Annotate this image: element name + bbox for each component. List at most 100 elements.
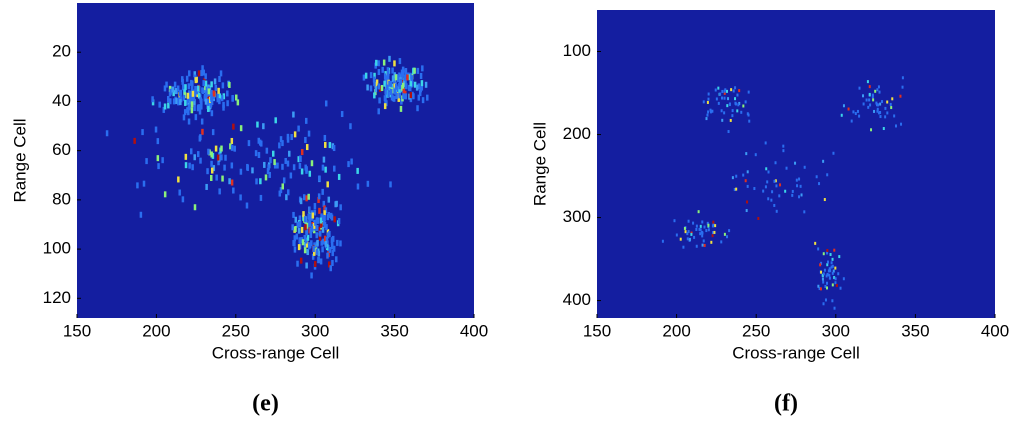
speckle bbox=[695, 227, 698, 231]
speckle bbox=[321, 226, 325, 233]
speckle bbox=[871, 95, 874, 99]
speckle bbox=[293, 131, 297, 138]
speckle bbox=[190, 86, 194, 93]
speckle bbox=[215, 174, 218, 181]
speckle bbox=[233, 145, 236, 152]
speckle bbox=[213, 78, 217, 85]
speckle bbox=[350, 158, 353, 165]
plot: 150 200 250 300 350 400 20 40 60 80 100 120 Cross-ra… bbox=[10, 3, 488, 417]
speckle bbox=[289, 172, 293, 179]
speckle bbox=[819, 287, 822, 291]
speckle bbox=[257, 137, 261, 144]
speckle bbox=[179, 90, 182, 97]
speckle bbox=[194, 114, 198, 121]
speckle bbox=[402, 93, 405, 100]
speckle bbox=[281, 140, 284, 147]
speckle bbox=[377, 60, 380, 67]
speckle bbox=[193, 71, 196, 78]
speckle bbox=[218, 188, 221, 195]
speckle bbox=[729, 118, 732, 122]
speckle bbox=[406, 74, 409, 81]
speckle bbox=[794, 161, 797, 165]
speckle bbox=[393, 88, 396, 95]
speckle bbox=[194, 85, 197, 92]
speckle bbox=[735, 174, 738, 178]
speckle bbox=[404, 68, 408, 75]
speckle bbox=[720, 96, 723, 100]
speckle bbox=[390, 94, 394, 101]
speckle bbox=[163, 103, 167, 110]
speckle bbox=[333, 165, 336, 172]
speckle bbox=[362, 74, 366, 81]
speckle bbox=[210, 160, 213, 167]
speckle bbox=[877, 85, 880, 89]
speckle bbox=[850, 119, 853, 123]
speckle bbox=[831, 257, 834, 261]
speckle bbox=[298, 155, 302, 162]
speckle bbox=[236, 99, 240, 106]
speckle bbox=[207, 88, 211, 95]
speckle bbox=[292, 211, 295, 218]
speckle bbox=[831, 271, 834, 275]
speckle bbox=[712, 220, 715, 224]
speckle bbox=[184, 99, 187, 106]
speckle bbox=[272, 150, 275, 157]
speckle bbox=[746, 200, 749, 204]
speckle bbox=[305, 262, 308, 269]
speckle bbox=[720, 109, 723, 113]
speckle bbox=[317, 257, 320, 264]
speckle bbox=[320, 213, 323, 220]
speckle bbox=[419, 72, 423, 79]
speckle bbox=[311, 253, 315, 260]
speckle bbox=[332, 145, 336, 152]
speckle bbox=[337, 218, 341, 225]
speckle bbox=[827, 269, 830, 273]
speckle bbox=[319, 258, 323, 265]
speckle bbox=[189, 91, 193, 98]
speckle bbox=[305, 166, 308, 173]
speckle bbox=[172, 90, 175, 97]
speckle bbox=[383, 103, 387, 110]
speckle bbox=[409, 96, 413, 103]
speckle bbox=[726, 104, 729, 108]
y-tick-label: 400 bbox=[563, 290, 591, 309]
speckle bbox=[884, 106, 887, 110]
speckle bbox=[375, 79, 379, 86]
speckle bbox=[304, 224, 307, 231]
speckle bbox=[730, 88, 733, 92]
speckle bbox=[282, 177, 286, 184]
speckle bbox=[326, 252, 329, 259]
speckle bbox=[273, 162, 277, 169]
speckle bbox=[199, 134, 202, 141]
speckle bbox=[317, 250, 321, 257]
speckle bbox=[707, 97, 710, 101]
speckle bbox=[409, 72, 412, 79]
speckle bbox=[274, 117, 277, 124]
speckle bbox=[391, 67, 394, 74]
speckle bbox=[893, 114, 896, 118]
speckle bbox=[782, 149, 785, 153]
speckle bbox=[191, 90, 195, 97]
speckle bbox=[224, 154, 227, 161]
speckle bbox=[190, 97, 194, 104]
speckle bbox=[723, 111, 726, 115]
speckle bbox=[193, 154, 196, 161]
speckle bbox=[740, 110, 743, 114]
speckle bbox=[391, 75, 395, 82]
speckle bbox=[782, 144, 785, 148]
speckle bbox=[193, 104, 196, 111]
speckle bbox=[409, 80, 412, 87]
speckle bbox=[336, 239, 339, 246]
speckle bbox=[891, 97, 894, 101]
speckle bbox=[305, 144, 309, 151]
speckle bbox=[161, 157, 164, 164]
speckle bbox=[375, 59, 378, 66]
speckle bbox=[329, 212, 333, 219]
speckle bbox=[399, 78, 403, 85]
speckle bbox=[303, 247, 307, 254]
speckle bbox=[421, 65, 424, 72]
speckle bbox=[204, 73, 207, 80]
speckle bbox=[687, 230, 690, 234]
speckle bbox=[398, 86, 401, 93]
speckle bbox=[831, 264, 834, 268]
